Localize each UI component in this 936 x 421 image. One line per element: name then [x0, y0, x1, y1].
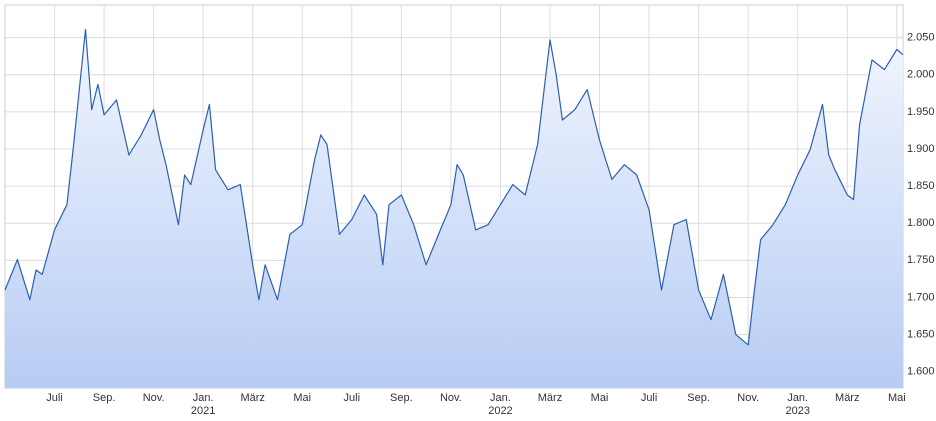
x-tick-label: März	[835, 392, 859, 404]
y-tick-label: 1.750	[907, 254, 935, 266]
x-tick-label: Juli	[641, 392, 658, 404]
y-tick-label: 2.050	[907, 32, 935, 44]
price-line	[4, 28, 904, 346]
x-tick-label: Sep.	[390, 392, 413, 404]
x-tick-label: Jan. 2023	[785, 392, 809, 417]
x-tick-label: Jan. 2021	[191, 392, 215, 417]
x-tick-label: März	[538, 392, 562, 404]
x-tick-label: Nov.	[737, 392, 759, 404]
x-tick-label: Sep.	[93, 392, 116, 404]
y-tick-label: 1.700	[907, 291, 935, 303]
x-tick-label: März	[240, 392, 264, 404]
x-tick-label: Mai	[888, 392, 906, 404]
y-tick-label: 1.600	[907, 366, 935, 378]
x-tick-label: Juli	[46, 392, 63, 404]
x-tick-label: Nov.	[143, 392, 165, 404]
y-tick-label: 1.800	[907, 217, 935, 229]
y-tick-label: 1.950	[907, 106, 935, 118]
x-tick-label: Jan. 2022	[488, 392, 512, 417]
y-tick-label: 1.850	[907, 180, 935, 192]
y-tick-label: 2.000	[907, 69, 935, 81]
x-tick-label: Juli	[344, 392, 361, 404]
x-tick-label: Nov.	[440, 392, 462, 404]
area-fill	[5, 29, 903, 388]
x-tick-label: Sep.	[687, 392, 710, 404]
x-tick-label: Mai	[293, 392, 311, 404]
x-tick-label: Mai	[591, 392, 609, 404]
y-tick-label: 1.650	[907, 328, 935, 340]
y-tick-label: 1.900	[907, 143, 935, 155]
